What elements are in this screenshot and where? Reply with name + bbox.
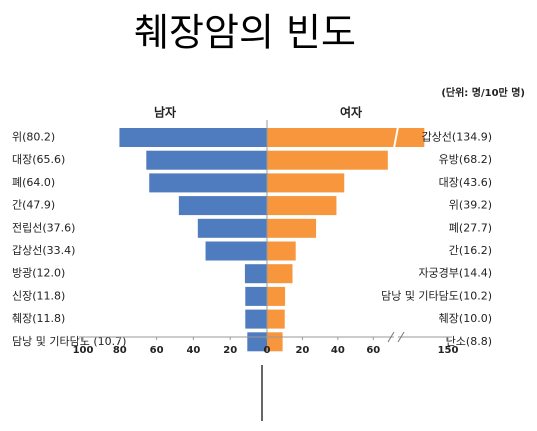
x-tick-label: 40 bbox=[331, 345, 345, 356]
chart-title: 췌장암의 빈도 bbox=[134, 11, 356, 55]
axis-break-mark bbox=[397, 331, 405, 343]
bar bbox=[267, 196, 337, 216]
category-label: 폐(64.0) bbox=[12, 176, 55, 189]
bar bbox=[146, 150, 267, 170]
x-tick-label: 40 bbox=[186, 345, 200, 356]
bar bbox=[245, 309, 267, 329]
bar bbox=[245, 286, 267, 306]
category-label: 난소(8.8) bbox=[446, 335, 492, 348]
category-label: 대장(65.6) bbox=[12, 153, 65, 166]
category-label: 담낭 및 기타담도(10.2) bbox=[381, 289, 492, 302]
category-label: 간(16.2) bbox=[449, 244, 492, 257]
category-label: 방광(12.0) bbox=[12, 267, 65, 280]
x-tick-label: 80 bbox=[113, 345, 127, 356]
category-label: 갑상선(33.4) bbox=[12, 244, 75, 257]
x-tick-label: 60 bbox=[150, 345, 164, 356]
x-tick-label: 60 bbox=[366, 345, 380, 356]
bar bbox=[267, 309, 285, 329]
bar bbox=[149, 173, 267, 193]
axis-break-mark bbox=[387, 331, 395, 343]
bar bbox=[267, 173, 345, 193]
x-tick-label: 20 bbox=[295, 345, 309, 356]
x-tick-label: 150 bbox=[438, 345, 459, 356]
category-label: 신장(11.8) bbox=[12, 289, 65, 302]
left-header: 남자 bbox=[154, 105, 176, 120]
category-label: 자궁경부(14.4) bbox=[418, 267, 492, 280]
bar bbox=[244, 264, 267, 284]
bar bbox=[267, 128, 425, 147]
right-header: 여자 bbox=[340, 105, 362, 120]
category-label: 유방(68.2) bbox=[439, 153, 492, 166]
category-label: 대장(43.6) bbox=[439, 176, 492, 189]
bar bbox=[119, 128, 267, 147]
bar bbox=[205, 241, 267, 261]
bar bbox=[178, 196, 267, 216]
x-tick-label: 0 bbox=[264, 345, 271, 356]
axis-break-gap bbox=[393, 127, 399, 148]
bar bbox=[267, 286, 286, 306]
x-tick-label: 20 bbox=[223, 345, 237, 356]
bar bbox=[267, 150, 388, 170]
category-label: 전립선(37.6) bbox=[12, 221, 75, 234]
category-label: 갑상선(134.9) bbox=[422, 131, 492, 144]
category-label: 위(39.2) bbox=[449, 199, 492, 212]
bar bbox=[267, 218, 317, 238]
bar bbox=[267, 241, 296, 261]
category-label: 췌장(10.0) bbox=[439, 312, 492, 325]
category-label: 췌장(11.8) bbox=[12, 312, 65, 325]
category-label: 위(80.2) bbox=[12, 131, 55, 144]
unit-label: (단위: 명/10만 명) bbox=[441, 86, 525, 99]
x-tick-label: 100 bbox=[73, 345, 94, 356]
category-label: 간(47.9) bbox=[12, 199, 55, 212]
category-label: 담낭 및 기타담도 (10.7) bbox=[12, 335, 126, 348]
bar bbox=[267, 264, 293, 284]
category-label: 폐(27.7) bbox=[449, 221, 492, 234]
bar bbox=[197, 218, 267, 238]
